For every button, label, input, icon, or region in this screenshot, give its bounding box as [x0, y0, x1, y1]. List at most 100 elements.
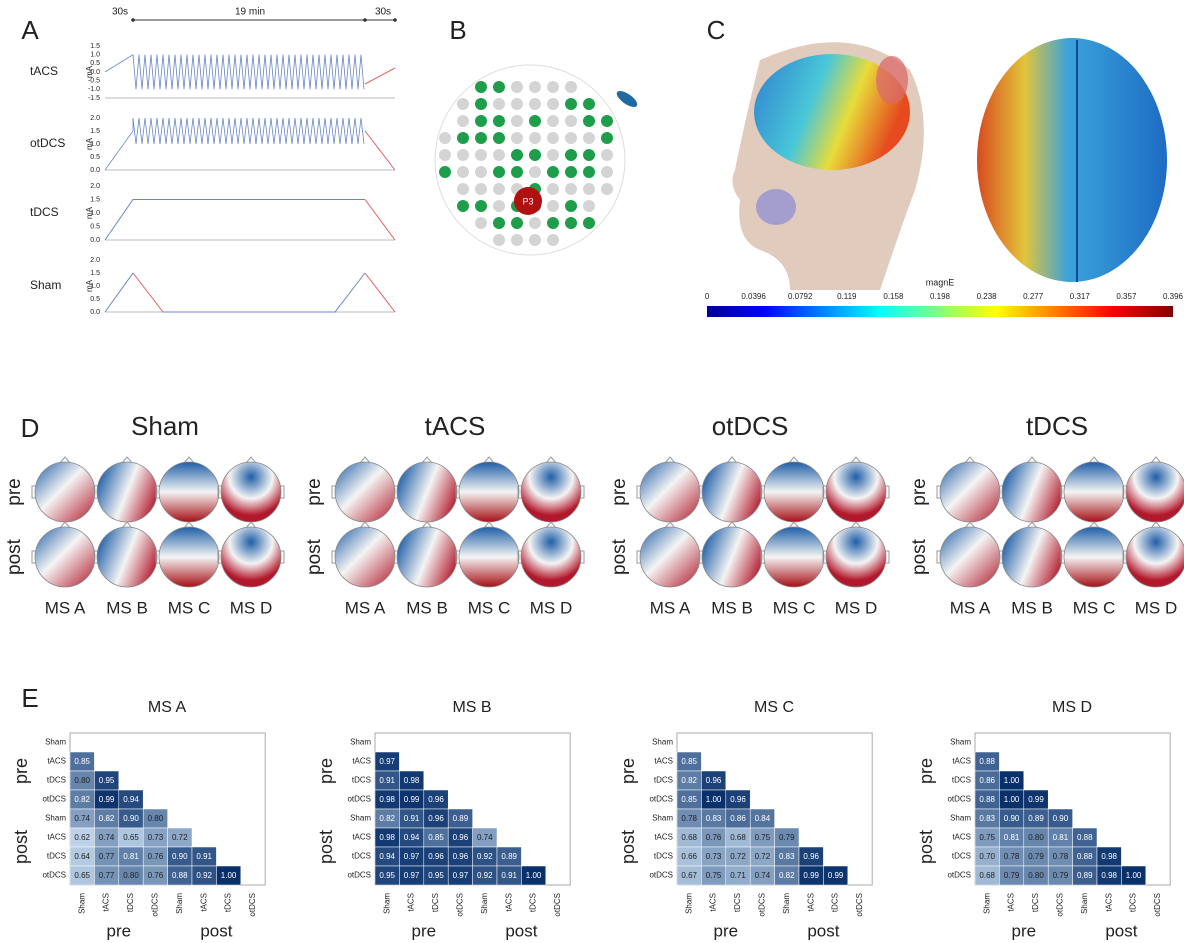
map-label: MS A: [950, 598, 991, 617]
electrode: [511, 98, 523, 110]
panel-letter: A: [21, 15, 39, 45]
col-condition: Sham: [684, 893, 693, 914]
y-tick-label: 0.5: [90, 154, 100, 161]
row-condition: tDCS: [952, 776, 971, 785]
cell-value: 0.80: [1028, 833, 1044, 842]
topomap: [335, 462, 395, 522]
electrode: [529, 81, 541, 93]
col-condition: Sham: [1080, 893, 1089, 914]
topomap: [397, 462, 457, 522]
electrode: [511, 132, 523, 144]
row-condition: tDCS: [352, 776, 371, 785]
cell-value: 0.91: [404, 814, 420, 823]
map-label: MS B: [711, 598, 753, 617]
col-condition: tDCS: [733, 893, 742, 912]
cell-value: 0.75: [979, 833, 995, 842]
cell-value: 0.89: [453, 814, 469, 823]
electrode: [601, 115, 613, 127]
col-condition: otDCS: [855, 893, 864, 917]
cell-value: 0.82: [99, 814, 115, 823]
electrode: [547, 183, 559, 195]
electrode: [511, 149, 523, 161]
y-tick-label: -1.5: [88, 95, 100, 102]
colorbar-title: magnE: [926, 277, 955, 287]
electrode: [475, 200, 487, 212]
row-label: pre: [909, 478, 930, 505]
group-title: otDCS: [712, 411, 789, 441]
cell-value: 0.82: [779, 871, 795, 880]
electrode: [601, 149, 613, 161]
map-label: MS B: [106, 598, 148, 617]
cell-value: 0.71: [730, 871, 746, 880]
cell-value: 0.98: [404, 776, 420, 785]
waveform: [365, 131, 395, 170]
col-condition: tDCS: [431, 893, 440, 912]
row-condition: otDCS: [347, 871, 371, 880]
colorbar-tick: 0.198: [930, 292, 951, 301]
y-tick-label: 1.0: [90, 283, 100, 290]
group-label: pre: [618, 758, 638, 784]
cell-value: 0.79: [1053, 871, 1069, 880]
cell-value: 0.85: [74, 757, 90, 766]
electrode: [529, 149, 541, 161]
cell-value: 0.88: [172, 871, 188, 880]
electrode: [547, 115, 559, 127]
group-label: pre: [316, 758, 336, 784]
electrode: [529, 166, 541, 178]
cell-value: 0.85: [428, 833, 444, 842]
electrode: [493, 98, 505, 110]
cell-value: 0.97: [404, 871, 420, 880]
electrode: [565, 115, 577, 127]
electrode: [529, 98, 541, 110]
row-condition: tACS: [352, 757, 371, 766]
cell-value: 0.85: [681, 757, 697, 766]
panel-letter: D: [21, 413, 40, 443]
topomap: [1002, 462, 1062, 522]
row-label: post: [609, 538, 630, 575]
matrix-title: MS B: [452, 699, 491, 716]
col-condition: tDCS: [831, 893, 840, 912]
row-name: tDCS: [30, 205, 59, 219]
cell-value: 0.84: [755, 814, 771, 823]
group-label: pre: [916, 758, 936, 784]
electrode: [583, 132, 595, 144]
cell-value: 0.82: [379, 814, 395, 823]
cell-value: 0.82: [681, 776, 697, 785]
col-condition: tACS: [1104, 893, 1113, 912]
waveform: [105, 55, 364, 90]
y-tick-label: 2.0: [90, 183, 100, 190]
y-tick-label: 0.0: [90, 69, 100, 76]
col-condition: tACS: [407, 893, 416, 912]
cell-value: 0.83: [706, 814, 722, 823]
colorbar-tick: 0.238: [977, 292, 998, 301]
col-condition: tDCS: [1129, 893, 1138, 912]
row-condition: otDCS: [42, 871, 66, 880]
row-condition: Sham: [350, 814, 371, 823]
y-tick-label: 1.5: [90, 128, 100, 135]
electrode: [511, 115, 523, 127]
col-condition: Sham: [382, 893, 391, 914]
cell-value: 0.68: [979, 871, 995, 880]
col-condition: tDCS: [224, 893, 233, 912]
cell-value: 0.98: [1101, 871, 1117, 880]
electrode: [529, 115, 541, 127]
map-label: MS A: [45, 598, 86, 617]
return-electrode: [614, 88, 639, 110]
map-label: MS C: [468, 598, 511, 617]
electrode: [547, 166, 559, 178]
row-condition: tDCS: [654, 852, 673, 861]
map-label: MS C: [168, 598, 211, 617]
electrode: [475, 183, 487, 195]
brain-top: [977, 38, 1167, 282]
electrode: [583, 217, 595, 229]
y-tick-label: 1.0: [90, 52, 100, 59]
col-condition: tDCS: [126, 893, 135, 912]
duration-label: 30s: [375, 7, 391, 18]
cell-value: 0.64: [74, 852, 90, 861]
cell-value: 0.81: [1004, 833, 1020, 842]
cell-value: 0.73: [148, 833, 164, 842]
matrix-title: MS A: [148, 699, 187, 716]
electrode: [565, 81, 577, 93]
group-label: post: [916, 830, 936, 864]
electrode: [547, 149, 559, 161]
